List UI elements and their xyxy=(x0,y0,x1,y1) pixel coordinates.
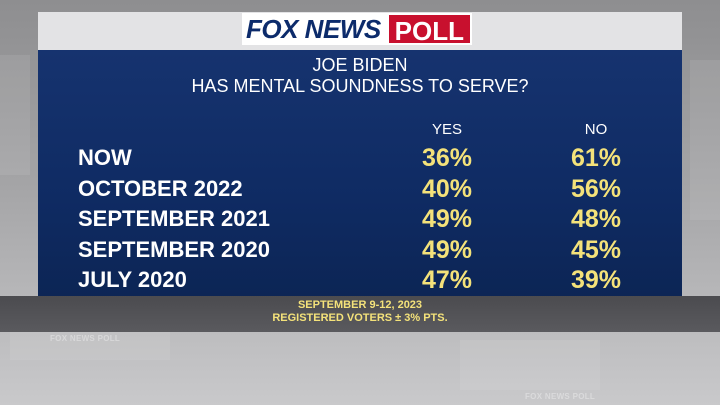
no-value: 45% xyxy=(570,236,622,264)
no-value: 61% xyxy=(570,144,622,172)
yes-value: 36% xyxy=(421,144,473,172)
poll-dates: SEPTEMBER 9-12, 2023 xyxy=(297,299,423,311)
row-label: NOW xyxy=(78,145,132,170)
row-label: SEPTEMBER 2020 xyxy=(78,237,270,262)
no-value: 39% xyxy=(570,266,622,294)
row-label: JULY 2020 xyxy=(78,267,187,292)
no-value: 48% xyxy=(570,205,622,233)
footer-band xyxy=(0,296,720,332)
yes-value: 49% xyxy=(421,236,473,264)
fox-news-wordmark: FOX NEWS xyxy=(242,13,387,45)
poll-badge: POLL xyxy=(386,13,473,46)
watermark-left: FOX NEWS POLL xyxy=(50,334,121,343)
watermark-right: FOX NEWS POLL xyxy=(525,392,596,401)
poll-sample: REGISTERED VOTERS ± 3% PTS. xyxy=(272,312,448,324)
yes-value: 40% xyxy=(421,175,473,203)
column-header-no: NO xyxy=(584,121,608,138)
yes-value: 47% xyxy=(421,266,473,294)
no-value: 56% xyxy=(570,175,622,203)
fox-news-poll-logo: FOX NEWS POLL xyxy=(242,13,473,46)
row-label: OCTOBER 2022 xyxy=(78,176,243,201)
yes-value: 49% xyxy=(421,205,473,233)
row-label: SEPTEMBER 2021 xyxy=(78,206,270,231)
chart-title-line2: HAS MENTAL SOUNDNESS TO SERVE? xyxy=(191,76,529,96)
column-header-yes: YES xyxy=(431,121,462,138)
poll-panel xyxy=(38,50,682,296)
chart-title-line1: JOE BIDEN xyxy=(312,55,408,75)
